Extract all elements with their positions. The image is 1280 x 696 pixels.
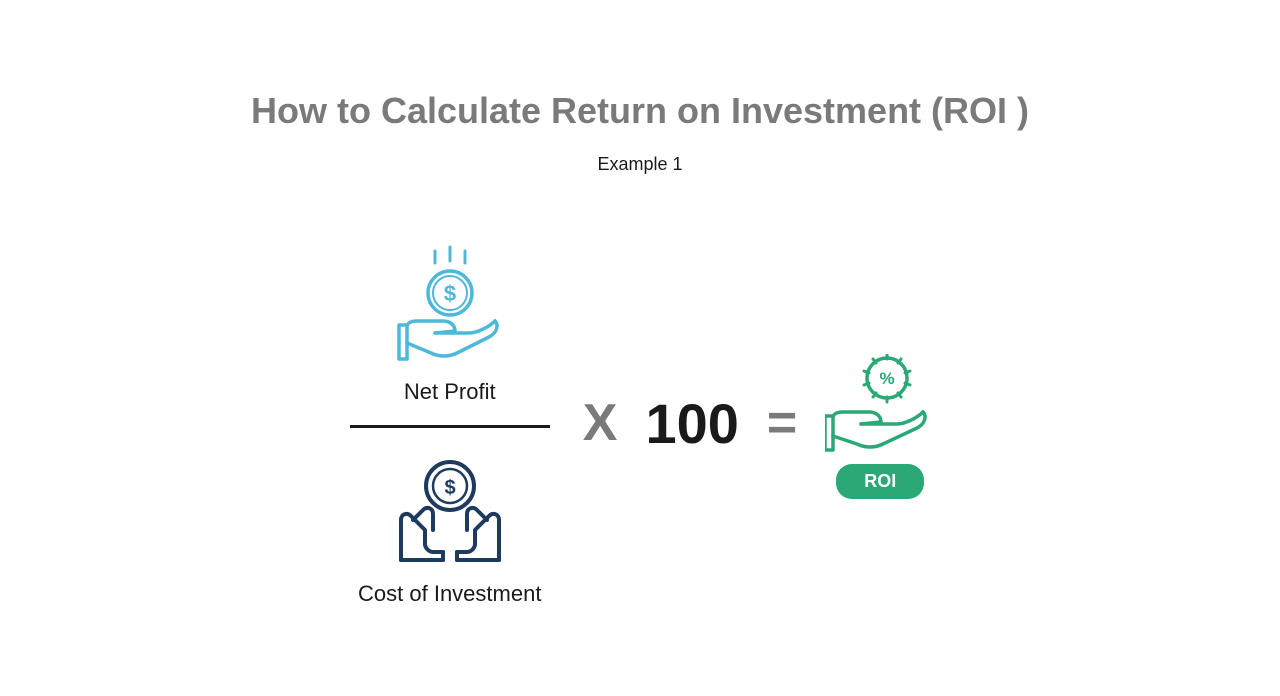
multiplier-value: 100 — [645, 391, 738, 456]
numerator: $ Net Profit — [395, 245, 505, 405]
hands-coin-icon: $ — [395, 452, 505, 567]
denominator-label: Cost of Investment — [358, 581, 541, 607]
numerator-label: Net Profit — [404, 379, 496, 405]
multiply-operator: X — [583, 393, 618, 453]
equals-operator: = — [767, 393, 797, 453]
hand-coin-icon: $ — [395, 245, 505, 365]
fraction-line — [350, 425, 550, 428]
roi-badge: ROI — [836, 464, 924, 499]
page-subtitle: Example 1 — [0, 154, 1280, 175]
svg-text:$: $ — [444, 281, 456, 306]
result-block: % ROI — [825, 354, 935, 499]
roi-formula: $ Net Profit $ — [0, 245, 1280, 607]
svg-text:$: $ — [444, 477, 455, 499]
svg-text:%: % — [880, 369, 895, 388]
fraction-block: $ Net Profit $ — [345, 245, 555, 607]
hand-percent-icon: % — [825, 354, 935, 454]
page-title: How to Calculate Return on Investment (R… — [0, 0, 1280, 132]
denominator: $ Cost of Investment — [358, 452, 541, 607]
